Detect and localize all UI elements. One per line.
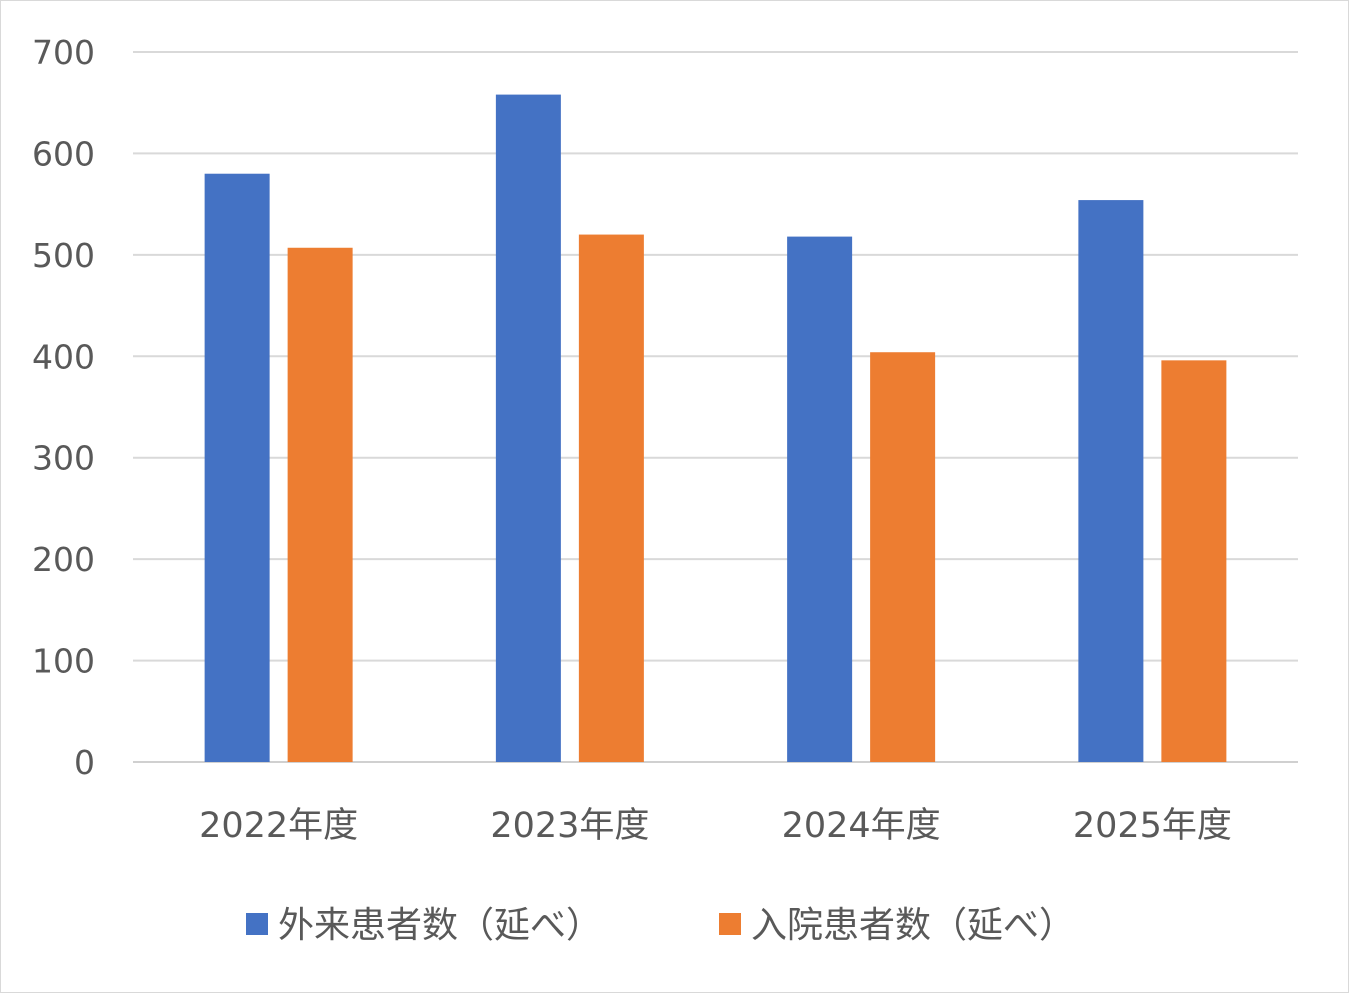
- bar-series1-cat0: [287, 247, 353, 762]
- x-axis-categories: 2022年度 2023年度 2024年度 2025年度: [199, 806, 1232, 846]
- bar-series0-cat1: [495, 94, 561, 763]
- bar-series0-cat0: [204, 173, 270, 762]
- bar-series1-cat2: [870, 352, 936, 762]
- x-category-label: 2022年度: [199, 806, 358, 846]
- legend-label: 外来患者数（延べ）: [278, 905, 602, 946]
- x-category-label: 2024年度: [782, 806, 941, 846]
- y-tick-label: 700: [32, 33, 95, 72]
- legend-swatch: [246, 913, 268, 935]
- y-tick-label: 600: [32, 134, 95, 173]
- y-tick-label: 400: [32, 337, 95, 376]
- y-tick-label: 200: [32, 540, 95, 579]
- legend-swatch: [719, 913, 741, 935]
- bar-series0-cat3: [1078, 200, 1144, 763]
- bar-series1-cat1: [578, 234, 644, 763]
- y-tick-label: 500: [32, 236, 95, 275]
- legend: 外来患者数（延べ） 入院患者数（延べ）: [246, 905, 1075, 946]
- x-category-label: 2025年度: [1073, 806, 1232, 846]
- x-category-label: 2023年度: [490, 806, 649, 846]
- y-axis-ticks: 0 100 200 300 400 500 600 700: [32, 33, 95, 782]
- bars: [204, 94, 1227, 763]
- y-tick-label: 300: [32, 439, 95, 478]
- legend-label: 入院患者数（延べ）: [751, 905, 1075, 946]
- bar-series1-cat3: [1161, 360, 1227, 762]
- y-tick-label: 0: [74, 743, 95, 782]
- y-tick-label: 100: [32, 642, 95, 681]
- bar-series0-cat2: [787, 236, 853, 763]
